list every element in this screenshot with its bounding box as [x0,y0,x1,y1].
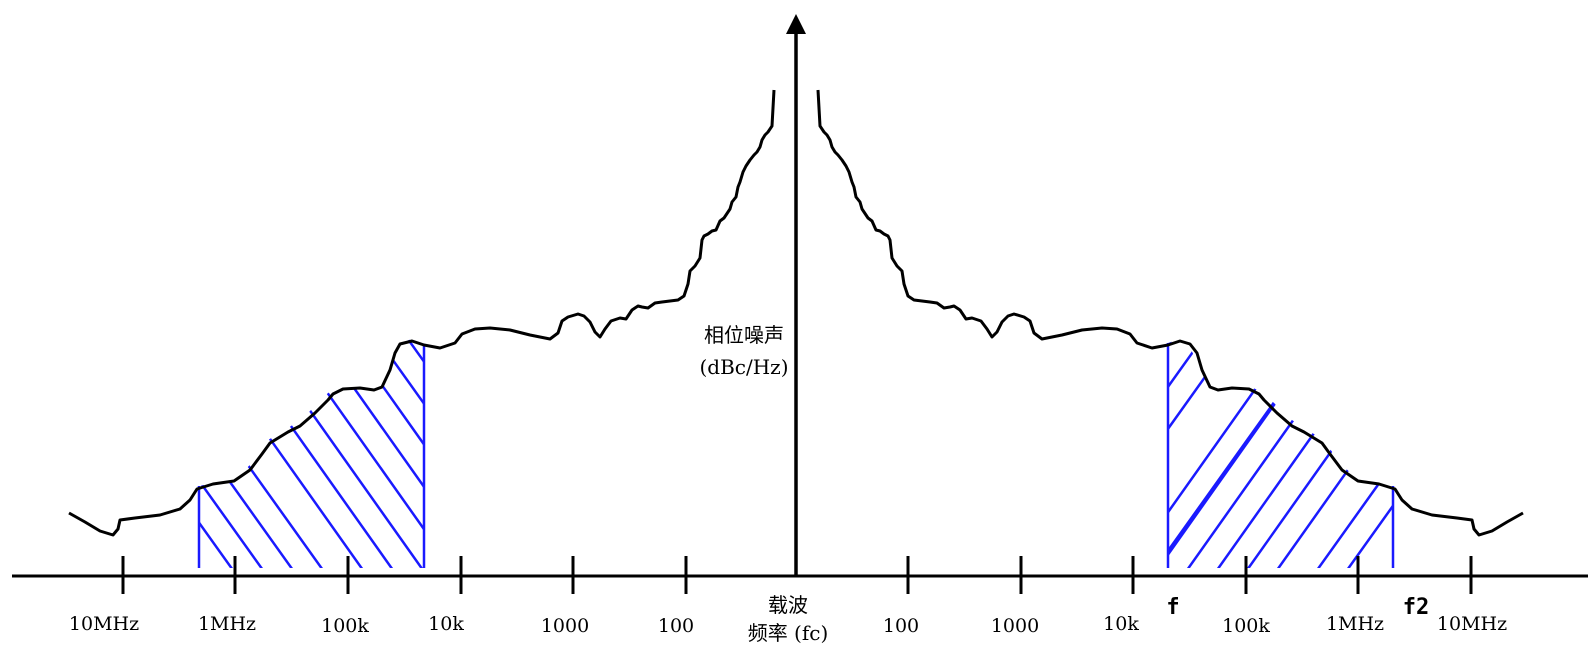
carrier-label-line2: 频率 (fc) [748,621,829,645]
tick-label: 100 [658,615,694,637]
tick-label: 100k [321,615,369,637]
tick-label: 1000 [541,615,589,637]
tick-label: 1000 [991,615,1039,637]
y-axis-label-line2: (dBc/Hz) [699,355,788,379]
tick-label: 10MHz [1437,613,1507,635]
tick-marks [121,556,1473,594]
tick-label: 100 [883,615,919,637]
left-tick-labels: 10MHz 1MHz 100k 10k 1000 100 [69,613,694,637]
left-hatched-band [199,339,424,568]
band-boundaries [197,343,1395,568]
right-tick-labels: 100 1000 10k 100k 1MHz 10MHz [883,613,1507,637]
tick-label: 10MHz [69,613,139,635]
tick-label: 1MHz [198,613,256,635]
y-axis-label: 相位噪声 (dBc/Hz) [699,323,788,379]
tick-label: 10k [428,613,464,635]
arrow-up-icon [786,14,806,34]
y-axis-label-line1: 相位噪声 [704,323,784,347]
carrier-label-line1: 载波 [768,593,808,617]
right-noise-curve [816,89,1524,537]
tick-label: 1MHz [1326,613,1384,635]
left-noise-curve [68,89,776,537]
band-marker-f: f [1166,595,1179,620]
right-hatched-band [1168,339,1393,568]
carrier-label: 载波 频率 (fc) [748,593,829,645]
band-marker-f2: f2 [1403,595,1430,620]
tick-label: 100k [1222,615,1270,637]
tick-label: 10k [1103,613,1139,635]
